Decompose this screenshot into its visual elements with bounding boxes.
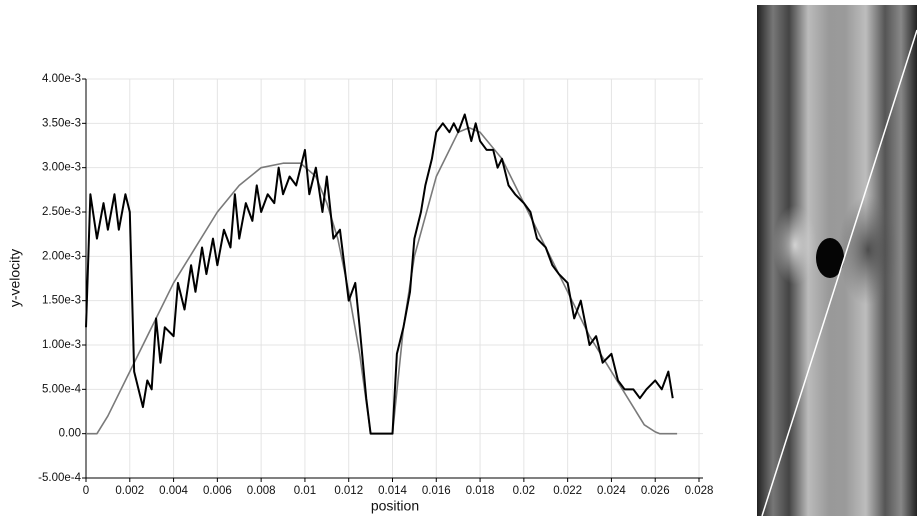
x-tick-label: 0.018 <box>466 485 495 497</box>
x-tick-label: 0.006 <box>203 485 232 497</box>
y-tick-label: -5.00e-4 <box>38 472 81 484</box>
y-tick-label: 2.50e-3 <box>42 206 81 218</box>
y-tick-label: 4.00e-3 <box>42 73 81 85</box>
x-tick-label: 0.014 <box>378 485 407 497</box>
x-tick-label: 0 <box>83 485 89 497</box>
x-tick-label: 0.002 <box>115 485 144 497</box>
flow-image <box>757 5 917 516</box>
x-tick-label: 0.012 <box>334 485 363 497</box>
x-tick-label: 0.02 <box>513 485 535 497</box>
y-tick-label: 1.00e-3 <box>42 339 81 351</box>
x-tick-label: 0.024 <box>597 485 626 497</box>
line-series <box>86 126 678 435</box>
x-tick-label: 0.016 <box>422 485 451 497</box>
x-axis-title: position <box>371 498 419 514</box>
y-tick-label: 1.50e-3 <box>42 295 81 307</box>
y-tick-label: 5.00e-4 <box>42 383 82 395</box>
x-tick-label: 0.028 <box>685 485 714 497</box>
x-tick-label: 0.022 <box>553 485 582 497</box>
y-tick-label: 3.00e-3 <box>42 162 81 174</box>
y-tick-label: 2.00e-3 <box>42 250 81 262</box>
y-axis-title: y-velocity <box>7 249 23 307</box>
y-tick-label: 0.00 <box>59 428 81 440</box>
x-tick-label: 0.004 <box>159 485 188 497</box>
x-tick-label: 0.026 <box>641 485 670 497</box>
x-tick-label: 0.008 <box>247 485 276 497</box>
line-series <box>85 113 674 435</box>
y-tick-label: 3.50e-3 <box>42 117 81 129</box>
x-tick-label: 0.01 <box>294 485 316 497</box>
